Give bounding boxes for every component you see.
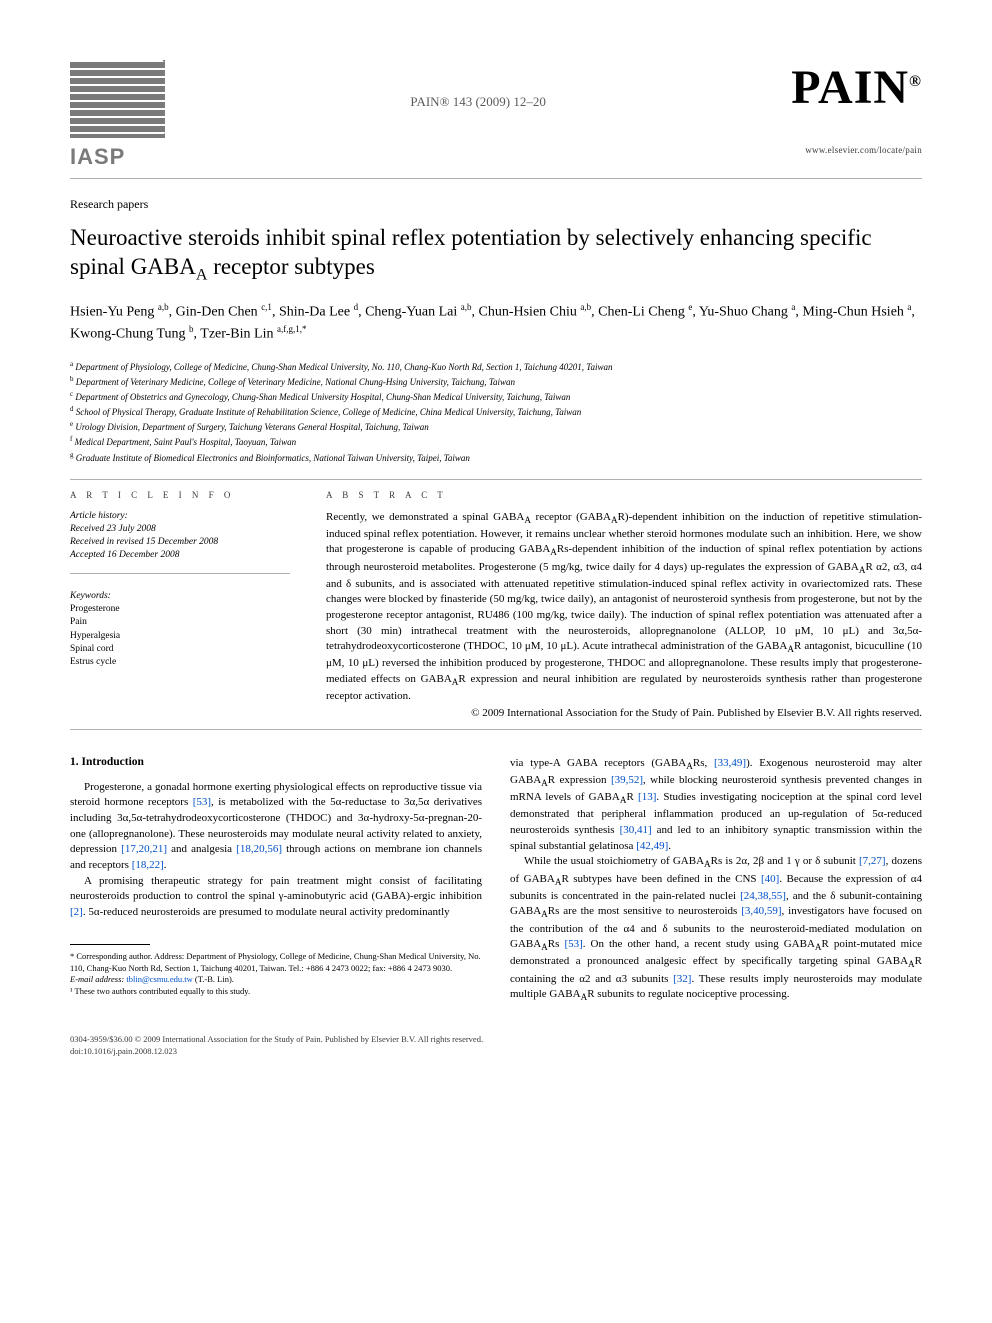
citation-link[interactable]: [40] xyxy=(761,873,779,885)
title-pre: Neuroactive steroids inhibit spinal refl… xyxy=(70,225,872,279)
citation-link[interactable]: [2] xyxy=(70,906,83,918)
citation-link[interactable]: [39,52] xyxy=(611,774,643,786)
iasp-globe-icon xyxy=(70,60,165,138)
affiliation: e Urology Division, Department of Surger… xyxy=(70,419,922,434)
citation-link[interactable]: [53] xyxy=(564,938,582,950)
citation-link[interactable]: [7,27] xyxy=(859,855,886,867)
citation-link[interactable]: [33,49] xyxy=(714,757,746,769)
citation-link[interactable]: [30,41] xyxy=(620,824,652,836)
article-history-block: Article history: Received 23 July 2008 R… xyxy=(70,510,290,574)
keywords-label: Keywords: xyxy=(70,590,290,603)
pain-logo-text: PAIN xyxy=(791,61,909,114)
keyword: Spinal cord xyxy=(70,643,290,656)
header-rule xyxy=(70,178,922,179)
body-paragraph: via type-A GABA receptors (GABAARs, [33,… xyxy=(510,756,922,854)
left-column: 1. Introduction Progesterone, a gonadal … xyxy=(70,756,482,1004)
journal-url[interactable]: www.elsevier.com/locate/pain xyxy=(791,145,922,155)
affiliation-list: a Department of Physiology, College of M… xyxy=(70,359,922,464)
footnote-rule xyxy=(70,944,150,945)
affiliation: a Department of Physiology, College of M… xyxy=(70,359,922,374)
info-abstract-row: A R T I C L E I N F O Article history: R… xyxy=(70,490,922,719)
right-column: via type-A GABA receptors (GABAARs, [33,… xyxy=(510,756,922,1004)
title-subscript: A xyxy=(196,266,208,283)
email-label: E-mail address: xyxy=(70,974,124,984)
affiliation: c Department of Obstetrics and Gynecolog… xyxy=(70,389,922,404)
history-received: Received 23 July 2008 xyxy=(70,523,290,536)
citation-link[interactable]: [24,38,55] xyxy=(740,890,786,902)
body-paragraph: While the usual stoichiometry of GABAARs… xyxy=(510,854,922,1004)
affiliation: f Medical Department, Saint Paul's Hospi… xyxy=(70,434,922,449)
article-info-heading: A R T I C L E I N F O xyxy=(70,490,290,500)
author-list: Hsien-Yu Peng a,b, Gin-Den Chen c,1, Shi… xyxy=(70,301,922,345)
right-header: PAIN® www.elsevier.com/locate/pain xyxy=(791,60,922,155)
footer-copyright: 0304-3959/$36.00 © 2009 International As… xyxy=(70,1034,922,1045)
article-info-column: A R T I C L E I N F O Article history: R… xyxy=(70,490,290,719)
journal-reference: PAIN® 143 (2009) 12–20 xyxy=(165,94,791,110)
email-link[interactable]: tblin@csmu.edu.tw xyxy=(126,974,192,984)
keyword: Pain xyxy=(70,616,290,629)
body-paragraph: Progesterone, a gonadal hormone exerting… xyxy=(70,780,482,874)
footer-doi: doi:10.1016/j.pain.2008.12.023 xyxy=(70,1046,922,1057)
citation-link[interactable]: [53] xyxy=(193,796,211,808)
article-title: Neuroactive steroids inhibit spinal refl… xyxy=(70,224,922,285)
history-accepted: Accepted 16 December 2008 xyxy=(70,549,290,562)
affiliation: d School of Physical Therapy, Graduate I… xyxy=(70,404,922,419)
iasp-logo: IASP xyxy=(70,60,165,170)
page-header: IASP PAIN® 143 (2009) 12–20 PAIN® www.el… xyxy=(70,60,922,170)
citation-link[interactable]: [18,22] xyxy=(132,859,164,871)
citation-link[interactable]: [42,49] xyxy=(636,840,668,852)
abstract-heading: A B S T R A C T xyxy=(326,490,922,500)
history-revised: Received in revised 15 December 2008 xyxy=(70,536,290,549)
keyword: Hyperalgesia xyxy=(70,630,290,643)
title-post: receptor subtypes xyxy=(207,254,374,279)
equal-contribution: ¹ These two authors contributed equally … xyxy=(70,986,482,997)
iasp-label: IASP xyxy=(70,138,165,170)
body-paragraph: A promising therapeutic strategy for pai… xyxy=(70,874,482,921)
keyword: Progesterone xyxy=(70,603,290,616)
affiliation: g Graduate Institute of Biomedical Elect… xyxy=(70,450,922,465)
keywords-block: Keywords: Progesterone Pain Hyperalgesia… xyxy=(70,590,290,670)
registered-icon: ® xyxy=(909,73,922,90)
corresponding-author: * Corresponding author. Address: Departm… xyxy=(70,951,482,974)
journal-reference-block: PAIN® 143 (2009) 12–20 xyxy=(165,60,791,110)
pre-info-rule xyxy=(70,479,922,480)
email-line: E-mail address: tblin@csmu.edu.tw (T.-B.… xyxy=(70,974,482,985)
section-heading: 1. Introduction xyxy=(70,756,482,768)
citation-link[interactable]: [17,20,21] xyxy=(121,843,167,855)
affiliation: b Department of Veterinary Medicine, Col… xyxy=(70,374,922,389)
citation-link[interactable]: [13] xyxy=(638,791,656,803)
citation-link[interactable]: [18,20,56] xyxy=(236,843,282,855)
abstract-copyright: © 2009 International Association for the… xyxy=(326,707,922,719)
post-abstract-rule xyxy=(70,729,922,730)
article-type: Research papers xyxy=(70,197,922,212)
history-label: Article history: xyxy=(70,510,290,523)
abstract-text: Recently, we demonstrated a spinal GABAA… xyxy=(326,510,922,705)
keyword: Estrus cycle xyxy=(70,656,290,669)
pain-logo: PAIN® xyxy=(791,60,922,115)
email-attribution: (T.-B. Lin). xyxy=(193,974,234,984)
footnotes: * Corresponding author. Address: Departm… xyxy=(70,951,482,997)
citation-link[interactable]: [3,40,59] xyxy=(741,905,781,917)
citation-link[interactable]: [32] xyxy=(673,973,691,985)
abstract-column: A B S T R A C T Recently, we demonstrate… xyxy=(326,490,922,719)
page-footer: 0304-3959/$36.00 © 2009 International As… xyxy=(70,1034,922,1057)
body-columns: 1. Introduction Progesterone, a gonadal … xyxy=(70,756,922,1004)
